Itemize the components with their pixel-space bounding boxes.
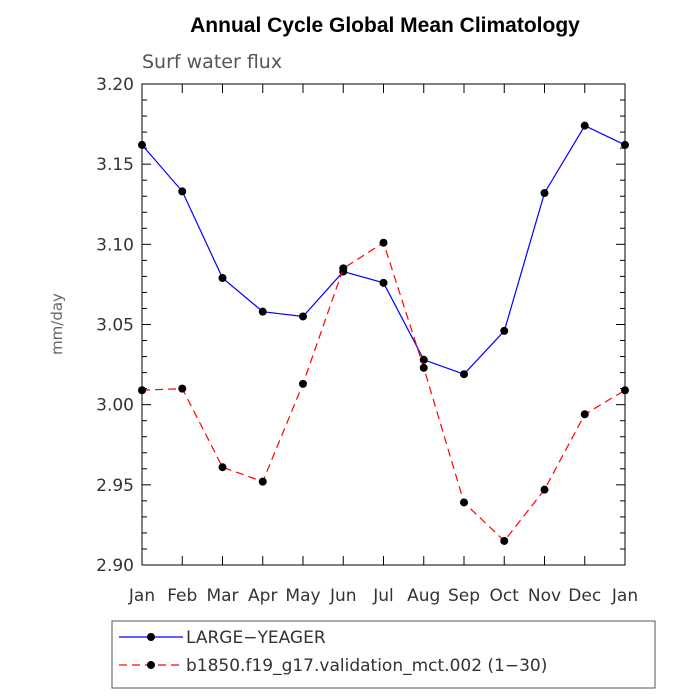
chart-subtitle: Surf water flux: [142, 51, 282, 73]
y-tick-label: 3.10: [96, 235, 134, 255]
series-1-point: [138, 386, 146, 395]
plot-area: 3.20 3.15 3.10 3.05 3.00 2.95 2.90 Jan Feb Mar Apr…: [96, 75, 638, 606]
series-0-point: [138, 140, 146, 149]
series-0-point: [540, 189, 549, 198]
legend-box: [111, 620, 656, 689]
y-tick-label: 3.20: [96, 75, 134, 95]
series-1-point: [258, 477, 267, 486]
x-tick-label: Sep: [448, 586, 480, 606]
series-0-point: [379, 278, 388, 287]
y-tick-label: 2.90: [96, 556, 134, 576]
series-0-point: [460, 370, 468, 379]
x-tick-label: Dec: [568, 586, 601, 606]
series-0-point: [580, 121, 589, 130]
x-tick-label: Oct: [490, 586, 520, 606]
x-tick-label: Apr: [248, 586, 277, 606]
y-tick-label: 2.95: [96, 476, 134, 496]
y-tick-label: 3.05: [96, 316, 134, 336]
plot-frame: [141, 83, 626, 566]
series-1-point: [419, 363, 428, 372]
series-1-point: [621, 386, 629, 395]
series-line-0: [141, 124, 626, 375]
series-1-point: [178, 384, 187, 393]
series-1-point: [299, 379, 307, 388]
x-tick-label: Nov: [528, 586, 561, 606]
series-0-point: [419, 355, 428, 364]
x-tick-label: May: [285, 586, 320, 606]
series-0-point: [218, 274, 227, 283]
y-tick-label: 3.15: [96, 155, 134, 175]
x-tick-label: Aug: [407, 586, 440, 606]
y-axis-label: mm/day: [48, 293, 66, 355]
x-tick-label: Jun: [329, 586, 357, 606]
y-tick-label: 3.00: [96, 396, 134, 416]
x-tick-label: Feb: [167, 586, 197, 606]
legend: LARGE−YEAGER b1850.f19_g17.validation_mc…: [111, 620, 656, 689]
legend-label-large-yeager: LARGE−YEAGER: [186, 628, 326, 648]
legend-label-b1850: b1850.f19_g17.validation_mct.002 (1−30): [186, 656, 547, 676]
chart-title: Annual Cycle Global Mean Climatology: [190, 14, 580, 37]
series-1-point: [500, 536, 509, 545]
series-0-point: [299, 312, 307, 321]
series-1-point: [339, 264, 348, 273]
series-1-point: [379, 238, 388, 247]
series-0-point: [621, 140, 629, 149]
legend-marker-large-yeager: [147, 633, 155, 641]
series-1-point: [218, 463, 227, 472]
series-1-point: [580, 410, 589, 419]
x-tick-label: Mar: [206, 586, 238, 606]
series-0-point: [258, 307, 267, 316]
legend-marker-b1850: [147, 661, 155, 669]
series-1-point: [460, 498, 468, 507]
series-1-point: [540, 485, 549, 494]
series-0-point: [178, 187, 187, 196]
x-tick-label: Jan: [128, 586, 155, 606]
x-tick-label: Jul: [372, 586, 394, 606]
x-tick-label: Jan: [611, 586, 638, 606]
series-0-point: [500, 326, 509, 335]
series-line-1: [141, 241, 626, 542]
